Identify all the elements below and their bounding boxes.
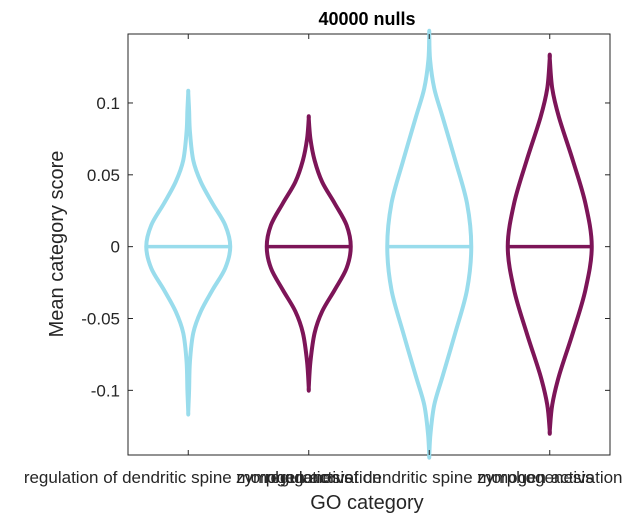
- x-axis-label: GO category: [310, 492, 423, 514]
- x-tick-label: zymogen activation: [236, 468, 382, 487]
- chart-title: 40000 nulls: [318, 9, 415, 29]
- x-tick-label: zymogen activation: [477, 468, 623, 487]
- plot-area: -0.1 -0.05 0 0.05 0.1 regulation of dendriti…: [24, 28, 623, 487]
- y-tick-label: -0.05: [81, 309, 120, 328]
- y-tick-label: -0.1: [91, 381, 120, 400]
- y-tick-label: 0: [111, 238, 120, 257]
- x-axis-ticks: regulation of dendritic spine morphogene…: [24, 34, 623, 487]
- y-axis-label: Mean category score: [46, 151, 68, 338]
- violin-outline: [264, 114, 353, 393]
- y-tick-label: 0.05: [87, 166, 120, 185]
- violin-outline: [505, 52, 594, 436]
- y-axis-ticks: -0.1 -0.05 0 0.05 0.1: [81, 94, 610, 400]
- violin-outline: [144, 88, 233, 417]
- x-tick-label: regulation of dendritic spine morphogene…: [24, 468, 353, 487]
- y-tick-label: 0.1: [96, 94, 120, 113]
- axes-box: [127, 33, 611, 456]
- x-tick-label: regulation of dendritic spine morphogene…: [265, 468, 594, 487]
